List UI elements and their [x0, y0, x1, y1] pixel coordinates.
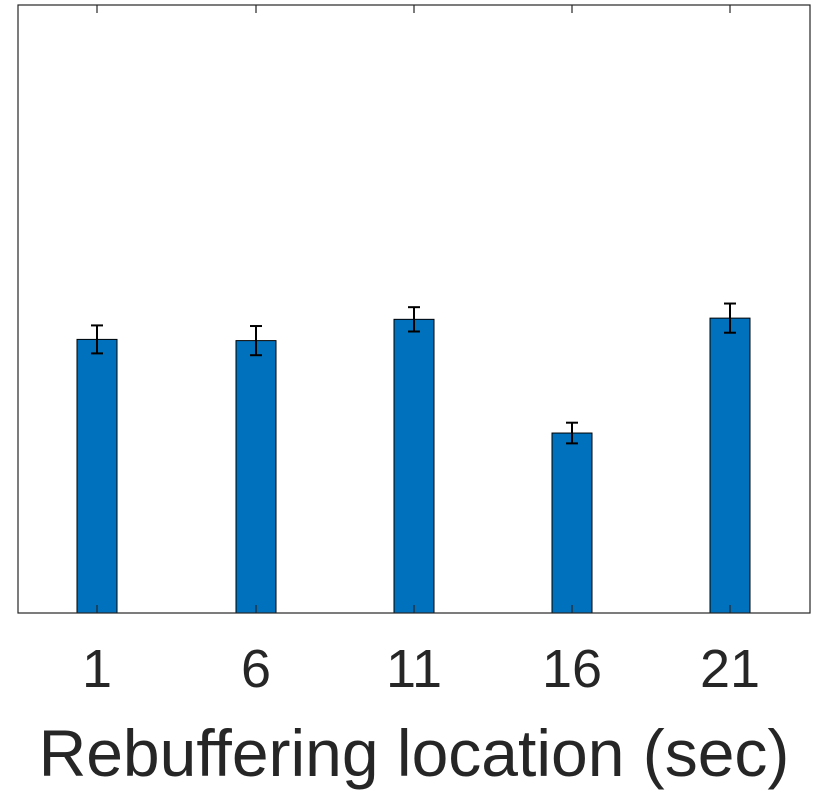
bar-21	[709, 317, 751, 614]
x-tick-label-1: 1	[82, 639, 112, 699]
error-bar-1	[91, 324, 103, 355]
bar-6	[235, 340, 277, 614]
x-tick-label-21: 21	[700, 639, 760, 699]
x-tick-labels: 1 6 11 16 21	[82, 639, 760, 699]
ticks-layer	[96, 5, 731, 613]
error-bars-layer	[91, 302, 736, 445]
bars-layer	[76, 317, 751, 614]
x-axis-label: Rebuffering location (sec)	[39, 716, 790, 790]
bar-16	[551, 432, 593, 614]
x-tick-label-6: 6	[241, 639, 271, 699]
x-tick-label-16: 16	[542, 639, 602, 699]
bar-11	[393, 318, 435, 614]
error-bar-11	[408, 306, 420, 333]
error-bar-6	[250, 325, 262, 357]
error-bar-21	[724, 302, 736, 334]
bar-1	[76, 338, 118, 614]
error-bar-16	[566, 421, 578, 445]
x-tick-label-11: 11	[386, 639, 442, 699]
